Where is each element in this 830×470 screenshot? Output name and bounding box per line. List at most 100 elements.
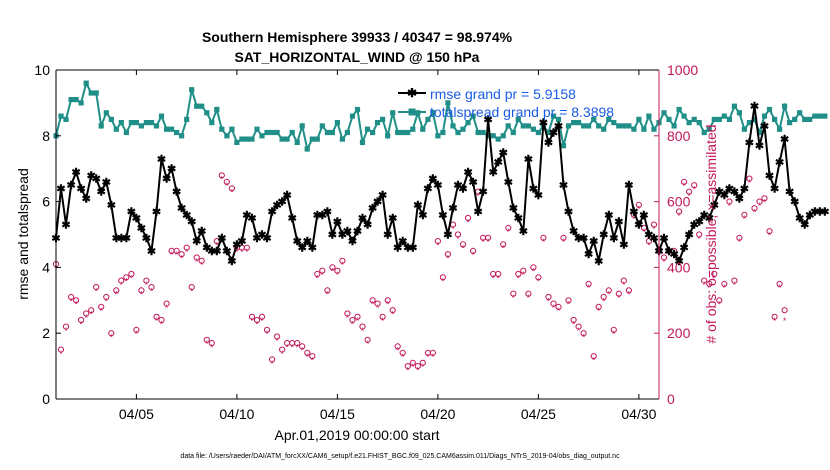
rmse-point: ✱ (619, 239, 628, 251)
rmse-point: ✱ (624, 180, 633, 192)
obs-possible-point (686, 188, 693, 195)
x-tick-label: 04/25 (521, 406, 556, 422)
obs-possible-point (470, 247, 477, 254)
obs-assimilated-point: * (200, 260, 204, 270)
rmse-point: ✱ (745, 137, 754, 149)
obs-assimilated-point: * (160, 319, 164, 329)
totalspread-point (299, 123, 305, 129)
obs-possible-point (771, 313, 778, 320)
totalspread-point (440, 129, 446, 136)
rmse-point: ✱ (433, 180, 442, 192)
obs-possible-point (545, 293, 552, 301)
rmse-point: ✱ (71, 167, 80, 179)
totalspread-point (194, 103, 200, 109)
obs-assimilated-point: * (436, 240, 440, 250)
rmse-point: ✱ (463, 167, 472, 179)
obs-possible-point (354, 313, 361, 320)
obs-assimilated-point: * (255, 319, 259, 329)
obs-assimilated-point: * (702, 280, 706, 290)
totalspread-point (671, 123, 677, 129)
totalspread-point (802, 116, 808, 122)
rmse-point: ✱ (524, 154, 533, 166)
totalspread-point (103, 110, 109, 116)
obs-assimilated-point: * (567, 300, 571, 310)
obs-assimilated-point: * (522, 270, 526, 280)
obs-assimilated-point: * (431, 352, 435, 362)
rmse-point: ✱ (277, 197, 286, 209)
rmse-point: ✱ (398, 236, 407, 248)
totalspread-point (349, 113, 356, 119)
obs-possible-point (98, 303, 105, 310)
totalspread-point (817, 113, 823, 119)
rmse-point: ✱ (92, 174, 101, 186)
rmse-point: ✱ (393, 243, 402, 255)
obs-assimilated-point: * (391, 310, 395, 320)
obs-assimilated-point: * (647, 240, 651, 250)
obs-assimilated-point: * (768, 231, 772, 241)
totalspread-point (485, 133, 491, 139)
obs-possible-point (696, 231, 703, 238)
obs-assimilated-point: * (738, 237, 742, 247)
obs-assimilated-point: * (59, 349, 63, 359)
rmse-point: ✱ (559, 180, 568, 192)
totalspread-point (380, 116, 386, 122)
totalspread-point (686, 120, 692, 126)
obs-assimilated-point: * (642, 227, 646, 237)
totalspread-point (470, 113, 476, 119)
obs-possible-point (766, 228, 773, 235)
totalspread-point (169, 126, 175, 132)
totalspread-point (128, 120, 134, 126)
rmse-point: ✱ (87, 170, 96, 182)
obs-assimilated-point: * (295, 342, 299, 352)
rmse-point: ✱ (368, 203, 377, 215)
obs-possible-point (716, 297, 723, 304)
totalspread-point (797, 110, 803, 116)
totalspread-point (118, 120, 124, 126)
rmse-point: ✱ (529, 183, 538, 195)
obs-assimilated-point: * (260, 316, 264, 326)
rmse-point: ✱ (348, 236, 357, 248)
obs-possible-point (610, 326, 617, 333)
rmse-point: ✱ (313, 210, 322, 222)
obs-assimilated-point: * (622, 280, 626, 290)
y-tick-label-right: 1000 (667, 62, 698, 78)
obs-assimilated-point: * (687, 191, 691, 201)
rmse-point: ✱ (669, 249, 678, 261)
totalspread-point (571, 120, 577, 126)
rmse-point: ✱ (177, 203, 186, 215)
obs-possible-point (163, 300, 170, 307)
totalspread-point (279, 136, 285, 142)
rmse-point: ✱ (207, 246, 216, 258)
obs-possible-point (635, 201, 643, 208)
obs-possible-point (409, 359, 416, 366)
rmse-point: ✱ (604, 210, 613, 222)
rmse-point: ✱ (262, 233, 271, 245)
rmse-point: ✱ (790, 197, 799, 209)
rmse-point: ✱ (333, 216, 342, 228)
totalspread-point (314, 136, 320, 142)
totalspread-point (133, 120, 139, 126)
rmse-point: ✱ (293, 236, 302, 248)
rmse-point: ✱ (674, 256, 683, 268)
obs-possible-point (394, 343, 401, 350)
totalspread-point (199, 103, 205, 109)
obs-possible-point (535, 274, 542, 281)
rmse-point: ✱ (569, 226, 578, 238)
obs-possible-point (143, 277, 150, 284)
rmse-point: ✱ (514, 213, 523, 225)
obs-possible-point (485, 234, 492, 241)
obs-assimilated-point: * (155, 316, 159, 326)
obs-assimilated-point: * (652, 224, 656, 234)
obs-possible-point (279, 346, 286, 353)
obs-assimilated-point: * (527, 293, 531, 303)
rmse-point: ✱ (61, 220, 70, 232)
obs-possible-point (555, 303, 562, 310)
rmse-point: ✱ (252, 233, 261, 245)
obs-assimilated-point: * (120, 280, 124, 290)
rmse-point: ✱ (780, 134, 789, 146)
obs-assimilated-point: * (451, 224, 455, 234)
rmse-point: ✱ (162, 174, 171, 186)
obs-possible-point (660, 254, 668, 261)
obs-assimilated-point: * (486, 237, 490, 247)
totalspread-point (576, 120, 582, 126)
